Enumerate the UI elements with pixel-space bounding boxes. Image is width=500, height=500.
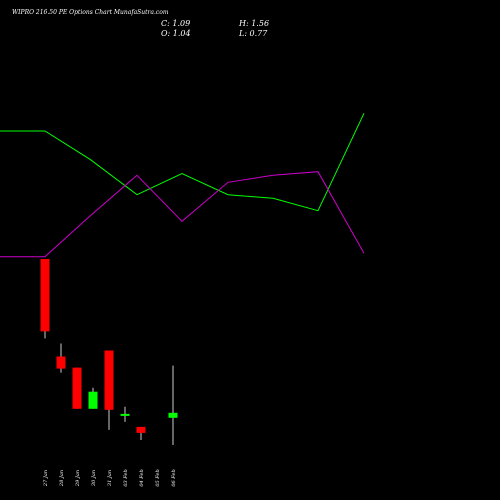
- candle-body: [72, 367, 82, 409]
- close-value: C: 1.09: [161, 19, 191, 28]
- candles: [40, 259, 178, 445]
- candle-body: [136, 426, 146, 433]
- open-value: O: 1.04: [161, 29, 191, 38]
- x-tick-label: 30 Jan: [91, 470, 97, 486]
- candle-body: [168, 412, 178, 418]
- candle-body: [56, 356, 66, 369]
- indicator-line-2: [0, 171, 365, 258]
- x-tick-label: 05 Feb: [155, 469, 161, 486]
- x-tick-label: 03 Feb: [123, 469, 129, 486]
- indicator-line-1: [0, 113, 365, 212]
- x-tick-label: 28 Jan: [59, 470, 65, 487]
- x-axis-ticks: 27 Jan 28 Jan 29 Jan 30 Jan 31 Jan 03 Feb 04 F…: [43, 469, 177, 487]
- chart-title: WIPRO 216.50 PE Options Chart MunafaSutr…: [12, 9, 169, 16]
- candle-body: [88, 391, 98, 409]
- x-tick-label: 04 Feb: [139, 469, 145, 486]
- candle-body: [120, 413, 130, 416]
- high-value: H: 1.56: [239, 19, 270, 28]
- x-tick-label: 27 Jan: [43, 470, 49, 487]
- x-tick-label: 29 Jan: [75, 470, 81, 487]
- x-tick-label: 06 Feb: [171, 469, 177, 486]
- indicator-lines: [0, 113, 365, 258]
- low-value: L: 0.77: [239, 29, 268, 38]
- x-tick-label: 31 Jan: [107, 470, 113, 486]
- candle-body: [104, 350, 114, 410]
- candle-body: [40, 259, 50, 332]
